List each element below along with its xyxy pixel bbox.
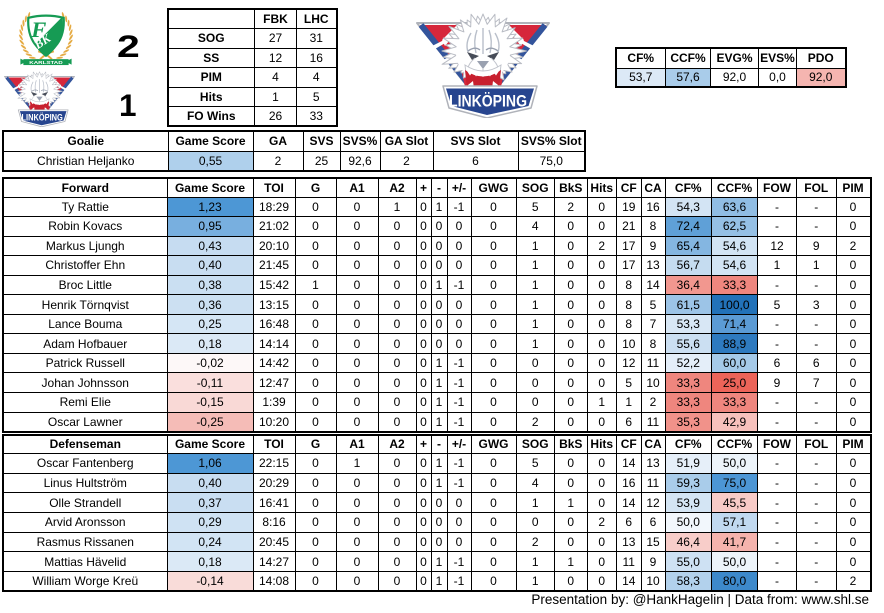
svg-text:KARLSTAD: KARLSTAD [29,60,62,65]
svg-text:F: F [30,17,46,42]
svg-text:LINKÖPING: LINKÖPING [449,92,527,111]
